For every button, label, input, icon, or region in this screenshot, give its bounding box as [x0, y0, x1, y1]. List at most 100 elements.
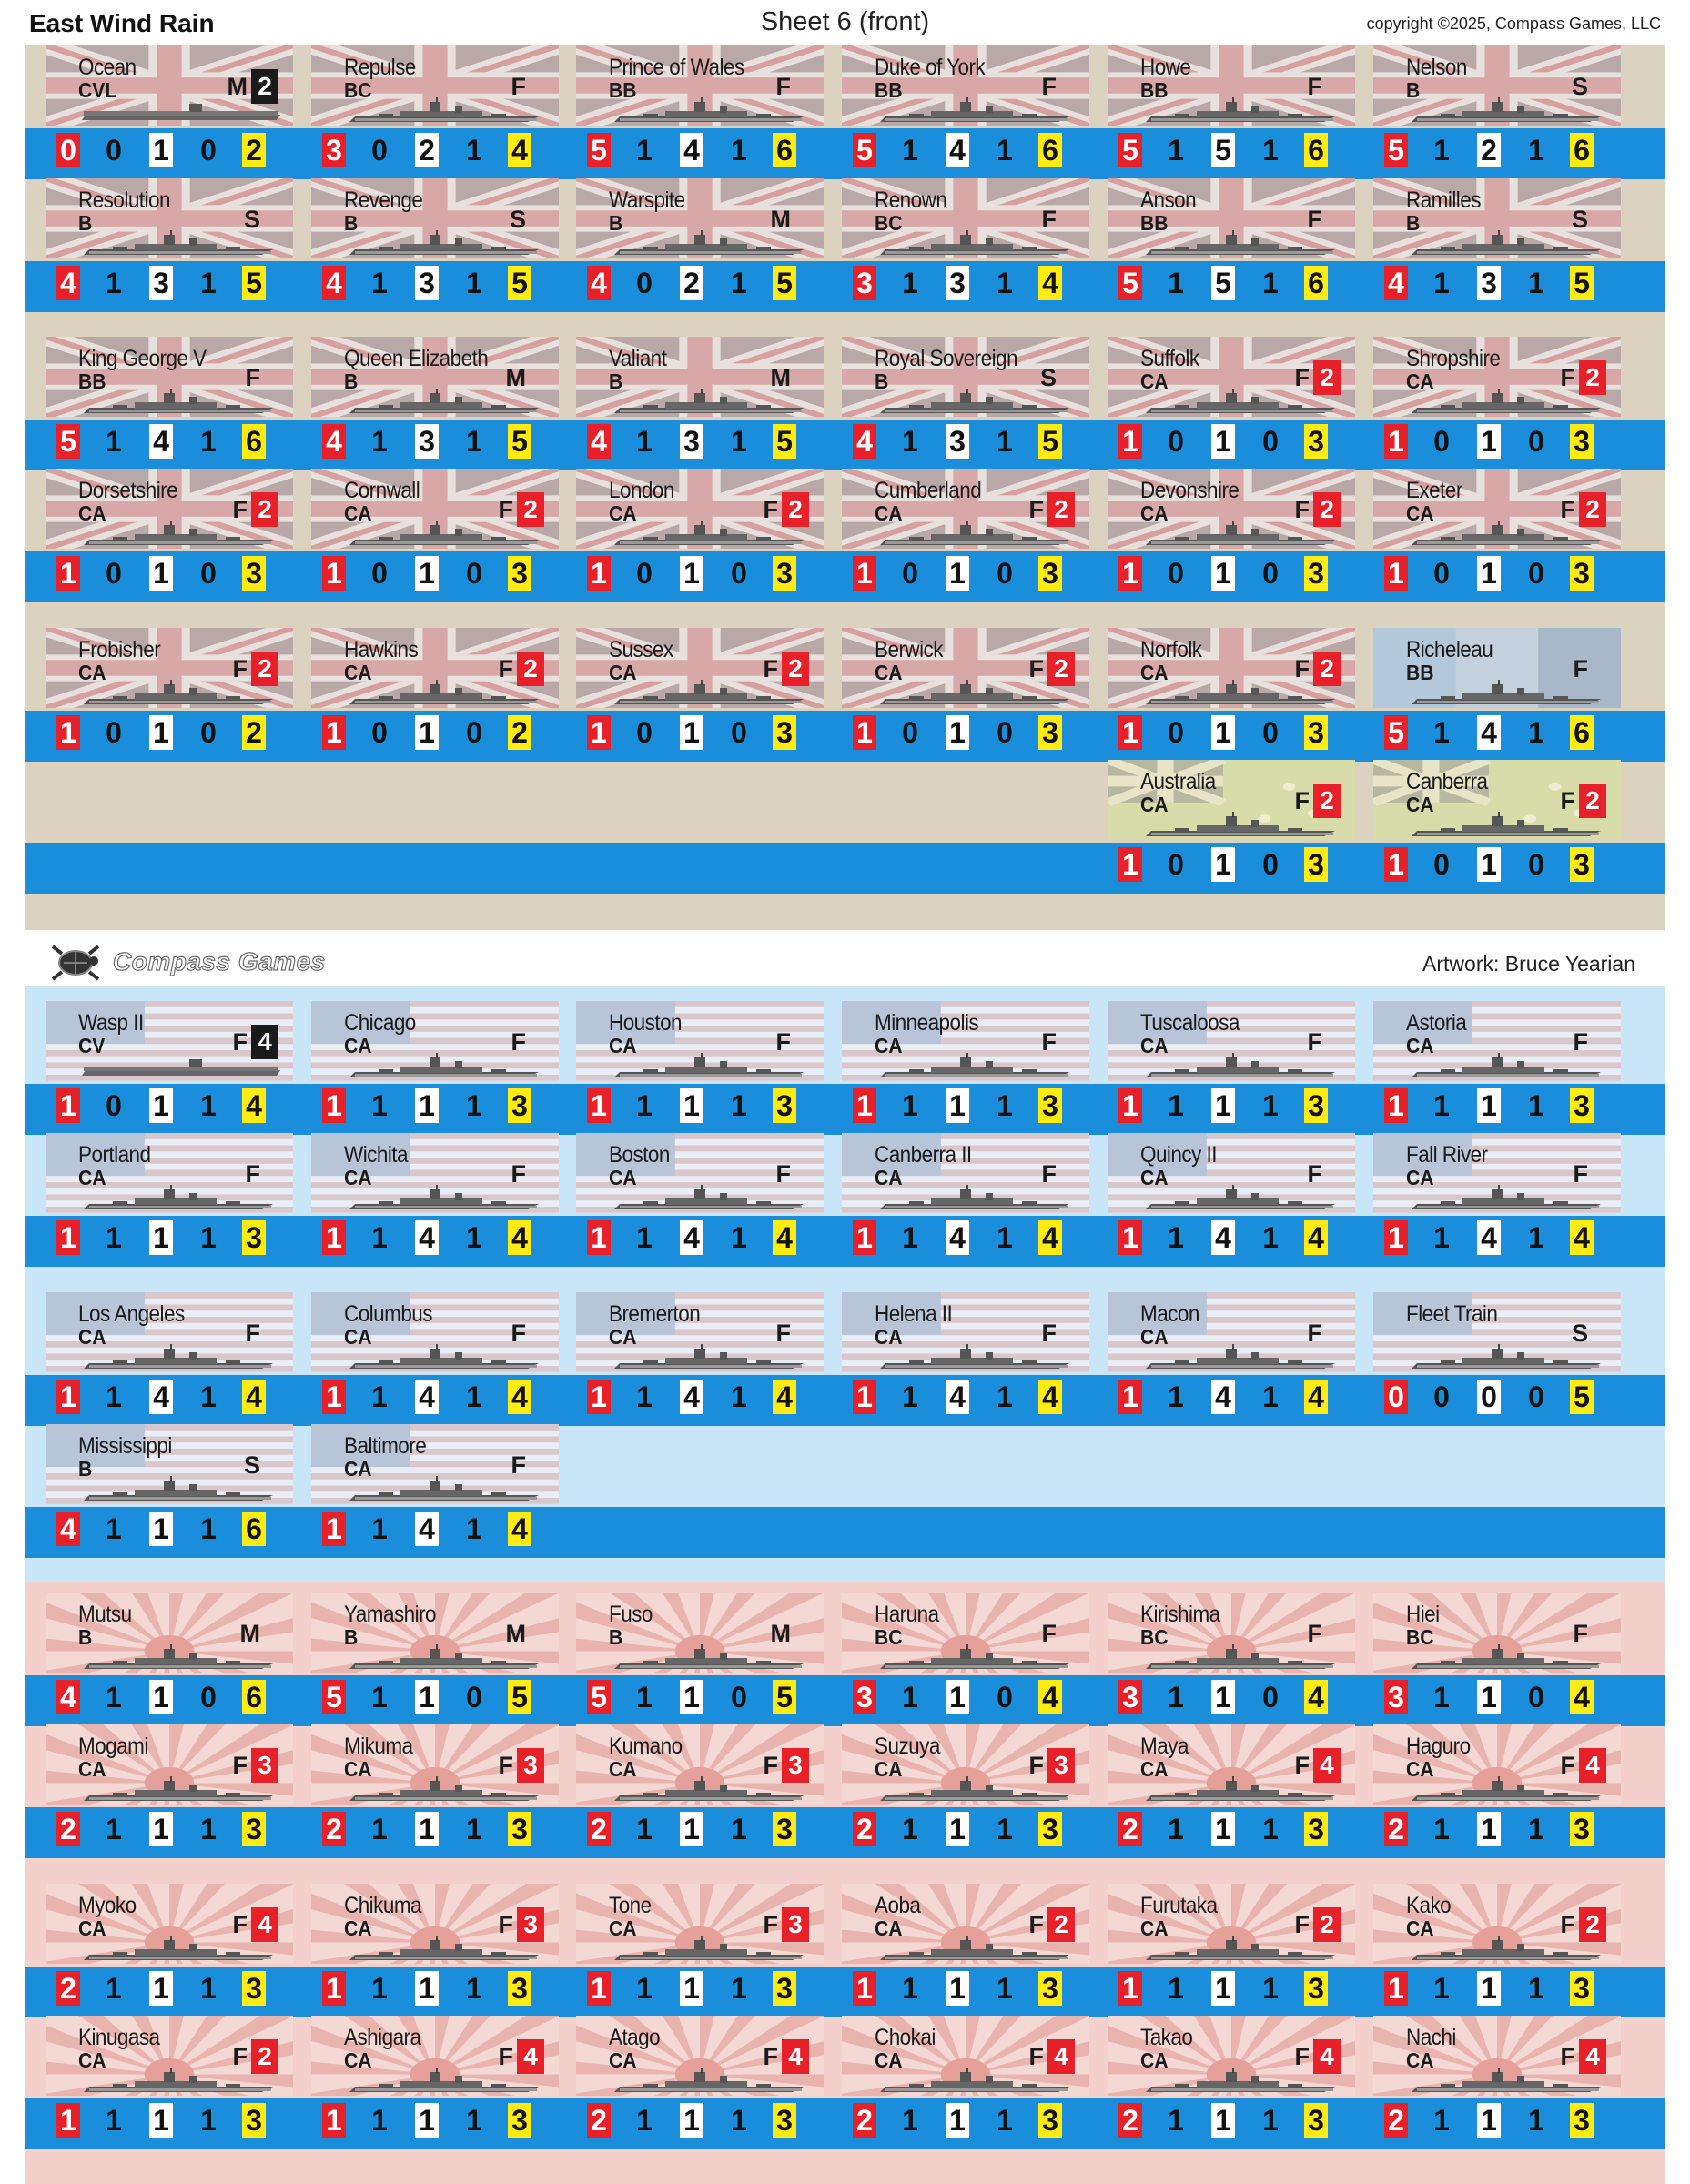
ship-counter[interactable]: Tone CA F 3 1 1 1 1 3	[560, 1884, 824, 2015]
uk-flag-icon	[842, 46, 1089, 126]
ship-counter[interactable]: Atago CA F 4 2 1 1 1 3	[560, 2016, 824, 2147]
ship-counter[interactable]: Revenge B S 4 1 3 1 5	[295, 178, 559, 309]
ship-counter[interactable]: Chokai CA F 4 2 1 1 1 3	[825, 2016, 1089, 2147]
ship-counter[interactable]: Minneapolis CA F 1 1 1 1 3	[825, 1001, 1089, 1132]
ship-counter[interactable]: Canberra II CA F 1 1 4 1 4	[825, 1133, 1089, 1264]
ship-counter[interactable]: Mississippi B S 4 1 1 1 6	[29, 1424, 293, 1555]
ship-counter[interactable]: Fleet Train S 0 0 0 0 5	[1357, 1292, 1621, 1423]
ship-counter[interactable]: Furutaka CA F 2 1 1 1 1 3	[1091, 1884, 1355, 2015]
ship-counter[interactable]: Cumberland CA F 2 1 0 1 0 3	[825, 469, 1089, 600]
ship-counter[interactable]: Kirishima BC F 3 1 1 0 4	[1091, 1592, 1355, 1724]
ship-counter[interactable]: Howe BB F 5 1 5 1 6	[1091, 46, 1355, 177]
ship-counter[interactable]: Nelson B S 5 1 2 1 6	[1357, 46, 1621, 177]
ship-counter[interactable]: Queen Elizabeth B M 4 1 3 1 5	[295, 337, 559, 468]
ship-counter[interactable]: Dorsetshire CA F 2 1 0 1 0 3	[29, 469, 293, 600]
ship-counter[interactable]: Anson BB F 5 1 5 1 6	[1091, 178, 1355, 309]
ship-counter[interactable]: London CA F 2 1 0 1 0 3	[560, 469, 824, 600]
ship-counter[interactable]: Mogami CA F 3 2 1 1 1 3	[29, 1724, 293, 1855]
ship-type: CA	[875, 1166, 903, 1189]
speed-code: M	[239, 1620, 261, 1647]
stat-value: 1	[1384, 1220, 1408, 1255]
ship-counter[interactable]: King George V BB F 5 1 4 1 6	[29, 337, 293, 468]
ship-counter[interactable]: Hawkins CA F 2 1 0 1 0 2	[295, 628, 559, 759]
ship-counter[interactable]: Repulse BC F 3 0 2 1 4	[295, 46, 559, 177]
stat-value: 1	[1211, 1680, 1235, 1714]
stat-value: 1	[415, 1971, 439, 2006]
ship-counter[interactable]: Devonshire CA F 2 1 0 1 0 3	[1091, 469, 1355, 600]
ship-counter[interactable]: Quincy II CA F 1 1 4 1 4	[1091, 1133, 1355, 1264]
ship-counter[interactable]: Houston CA F 1 1 1 1 3	[560, 1001, 824, 1132]
ship-counter[interactable]: Mikuma CA F 3 2 1 1 1 3	[295, 1724, 559, 1855]
ship-counter[interactable]: Chikuma CA F 3 1 1 1 1 3	[295, 1884, 559, 2015]
ship-counter[interactable]: Helena II CA F 1 1 4 1 4	[825, 1292, 1089, 1423]
ship-counter[interactable]: Duke of York BB F 5 1 4 1 6	[825, 46, 1089, 177]
ship-counter[interactable]: Aoba CA F 2 1 1 1 1 3	[825, 1884, 1089, 2015]
ship-counter[interactable]: Ocean CVL M 2 0 0 1 0 2	[29, 46, 293, 177]
ship-counter[interactable]: Ashigara CA F 4 1 1 1 1 3	[295, 2016, 559, 2147]
ship-counter[interactable]: Royal Sovereign B S 4 1 3 1 5	[825, 337, 1089, 468]
speed-code: F	[1294, 1752, 1311, 1779]
ship-counter[interactable]: Maya CA F 4 2 1 1 1 3	[1091, 1724, 1355, 1855]
ship-silhouette-icon	[80, 1775, 282, 1806]
ship-counter[interactable]: Suffolk CA F 2 1 0 1 0 3	[1091, 337, 1355, 468]
stat-value: 1	[371, 1089, 388, 1122]
ship-counter[interactable]: Warspite B M 4 0 2 1 5	[560, 178, 824, 309]
ship-counter[interactable]: Resolution B S 4 1 3 1 5	[29, 178, 293, 309]
ship-counter[interactable]: Frobisher CA F 2 1 0 1 0 2	[29, 628, 293, 759]
ship-counter[interactable]: Takao CA F 4 2 1 1 1 3	[1091, 2016, 1355, 2147]
stat-value: 4	[415, 1380, 439, 1414]
ship-counter[interactable]: Hiei BC F 3 1 1 0 4	[1357, 1592, 1621, 1724]
ship-type: CA	[78, 1916, 106, 1940]
ship-counter[interactable]: Astoria CA F 1 1 1 1 3	[1357, 1001, 1621, 1132]
ship-counter[interactable]: Shropshire CA F 2 1 0 1 0 3	[1357, 337, 1621, 468]
ship-counter[interactable]: Nachi CA F 4 2 1 1 1 3	[1357, 2016, 1621, 2147]
ship-counter[interactable]: Fuso B M 5 1 1 0 5	[560, 1592, 824, 1724]
ship-counter[interactable]: Boston CA F 1 1 4 1 4	[560, 1133, 824, 1264]
ship-counter[interactable]: Baltimore CA F 1 1 4 1 4	[295, 1424, 559, 1555]
ship-counter[interactable]: Suzuya CA F 3 2 1 1 1 3	[825, 1724, 1089, 1855]
ship-counter[interactable]: Kinugasa CA F 2 1 1 1 1 3	[29, 2016, 293, 2147]
ship-counter[interactable]: Renown BC F 3 1 3 1 4	[825, 178, 1089, 309]
ship-counter[interactable]: Richeleau BB F 5 1 4 1 6	[1357, 628, 1621, 759]
ship-counter[interactable]: Bremerton CA F 1 1 4 1 4	[560, 1292, 824, 1423]
ship-counter[interactable]: Kako CA F 2 1 1 1 1 3	[1357, 1884, 1621, 2015]
ship-type: B	[609, 1625, 623, 1649]
ship-counter[interactable]: Cornwall CA F 2 1 0 1 0 3	[295, 469, 559, 600]
ship-counter[interactable]: Valiant B M 4 1 3 1 5	[560, 337, 824, 468]
stat-value: 1	[106, 1512, 122, 1545]
ship-counter[interactable]: Fall River CA F 1 1 4 1 4	[1357, 1133, 1621, 1264]
ship-counter[interactable]: Macon CA F 1 1 4 1 4	[1091, 1292, 1355, 1423]
ship-counter[interactable]: Portland CA F 1 1 1 1 3	[29, 1133, 293, 1264]
ship-counter[interactable]: Mutsu B M 4 1 1 0 6	[29, 1592, 293, 1724]
ship-type: CA	[875, 1916, 903, 1940]
ship-counter[interactable]: Exeter CA F 2 1 0 1 0 3	[1357, 469, 1621, 600]
ship-counter[interactable]: Los Angeles CA F 1 1 4 1 4	[29, 1292, 293, 1423]
ship-counter[interactable]: Haguro CA F 4 2 1 1 1 3	[1357, 1724, 1621, 1855]
ship-counter[interactable]: Haruna BC F 3 1 1 0 4	[825, 1592, 1089, 1724]
ship-counter[interactable]: Australia CA F 2 1 0 1 0 3	[1091, 760, 1355, 891]
ship-counter[interactable]: Yamashiro B M 5 1 1 0 5	[295, 1592, 559, 1724]
ship-counter[interactable]: Norfolk CA F 2 1 0 1 0 3	[1091, 628, 1355, 759]
ship-counter[interactable]: Prince of Wales BB F 5 1 4 1 6	[560, 46, 824, 177]
ship-name: Mississippi	[78, 1433, 172, 1459]
stat-value: 1	[1477, 1680, 1501, 1714]
ship-counter[interactable]: Canberra CA F 2 1 0 1 0 3	[1357, 760, 1621, 891]
ship-type: CA	[78, 2048, 106, 2072]
ship-counter[interactable]: Kumano CA F 3 2 1 1 1 3	[560, 1724, 824, 1855]
ship-counter[interactable]: Myoko CA F 4 2 1 1 1 3	[29, 1884, 293, 2015]
stat-value: 0	[106, 134, 122, 167]
stat-value: 1	[680, 1680, 703, 1714]
stat-value: 5	[508, 424, 531, 459]
ship-name: Revenge	[344, 187, 423, 213]
ship-counter[interactable]: Wichita CA F 1 1 4 1 4	[295, 1133, 559, 1264]
ship-counter[interactable]: Tuscaloosa CA F 1 1 1 1 3	[1091, 1001, 1355, 1132]
ship-counter[interactable]: Columbus CA F 1 1 4 1 4	[295, 1292, 559, 1423]
ship-counter[interactable]: Sussex CA F 2 1 0 1 0 3	[560, 628, 824, 759]
ship-silhouette-icon	[1142, 520, 1344, 551]
ship-counter[interactable]: Wasp II CV F 4 1 0 1 1 4	[29, 1001, 293, 1132]
ship-counter[interactable]: Berwick CA F 2 1 0 1 0 3	[825, 628, 1089, 759]
ship-counter[interactable]: Ramilles B S 4 1 3 1 5	[1357, 178, 1621, 309]
speed-code: F	[1028, 1911, 1045, 1938]
ship-counter[interactable]: Chicago CA F 1 1 1 1 3	[295, 1001, 559, 1132]
